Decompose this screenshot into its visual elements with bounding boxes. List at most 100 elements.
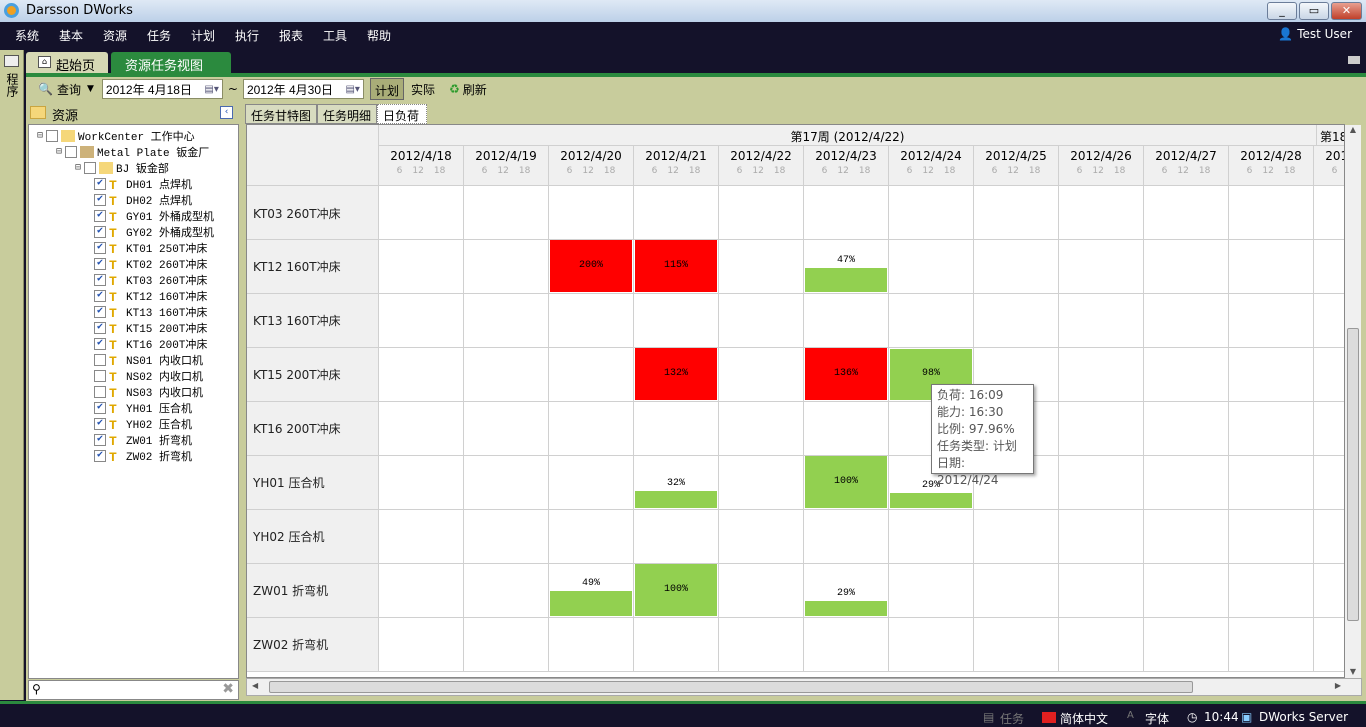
load-cell[interactable]: 29% — [804, 564, 889, 618]
load-cell[interactable] — [1314, 294, 1344, 348]
tree-checkbox[interactable]: ✔ — [94, 434, 106, 446]
tree-node[interactable]: T NS01 内收口机 — [94, 352, 203, 369]
load-cell[interactable] — [1144, 186, 1229, 240]
load-bar[interactable] — [635, 348, 717, 400]
clear-search-icon[interactable]: ✖ — [222, 681, 234, 697]
load-cell[interactable] — [379, 348, 464, 402]
load-cell[interactable] — [464, 402, 549, 456]
load-cell[interactable] — [379, 186, 464, 240]
expander-icon[interactable]: ⊟ — [75, 163, 82, 174]
load-cell[interactable]: 115% — [634, 240, 719, 294]
maximize-button[interactable]: ▭ — [1299, 2, 1329, 20]
menu-system[interactable]: 系统 — [15, 29, 40, 43]
tree-checkbox[interactable] — [94, 354, 106, 366]
load-bar[interactable] — [635, 491, 717, 508]
load-cell[interactable] — [464, 510, 549, 564]
load-cell[interactable]: 32% — [634, 456, 719, 510]
menu-resource[interactable]: 资源 — [103, 29, 128, 43]
load-cell[interactable] — [1059, 240, 1144, 294]
tree-node[interactable]: ✔ T KT01 250T冲床 — [94, 240, 207, 257]
horizontal-scroll-thumb[interactable] — [269, 681, 1193, 693]
tree-node[interactable]: ✔ T YH01 压合机 — [94, 400, 192, 417]
menu-tools[interactable]: 工具 — [323, 29, 348, 43]
load-cell[interactable] — [1314, 456, 1344, 510]
load-cell[interactable] — [549, 186, 634, 240]
actual-toggle[interactable]: 实际 — [410, 82, 435, 97]
expander-icon[interactable]: ⊟ — [37, 131, 44, 142]
load-cell[interactable] — [1314, 618, 1344, 672]
load-cell[interactable]: 47% — [804, 240, 889, 294]
load-cell[interactable] — [464, 294, 549, 348]
load-bar[interactable] — [890, 492, 972, 508]
load-cell[interactable] — [1059, 348, 1144, 402]
load-cell[interactable] — [889, 240, 974, 294]
calendar-icon[interactable]: ▤▾ — [204, 83, 219, 95]
tree-node[interactable]: ✔ T ZW01 折弯机 — [94, 432, 192, 449]
load-cell[interactable]: 132% — [634, 348, 719, 402]
tab-task-detail[interactable]: 任务明细 — [317, 104, 377, 124]
load-cell[interactable] — [549, 348, 634, 402]
tree-checkbox[interactable] — [94, 386, 106, 398]
load-bar[interactable] — [635, 564, 717, 616]
pin-icon[interactable] — [1348, 56, 1360, 64]
tree-checkbox[interactable]: ✔ — [94, 290, 106, 302]
load-cell[interactable] — [974, 456, 1059, 510]
query-dropdown-icon[interactable]: ▼ — [86, 84, 94, 94]
load-cell[interactable] — [1229, 186, 1314, 240]
load-cell[interactable] — [719, 240, 804, 294]
menu-task[interactable]: 任务 — [147, 29, 172, 43]
menu-plan[interactable]: 计划 — [191, 29, 216, 43]
load-cell[interactable] — [719, 402, 804, 456]
load-cell[interactable] — [464, 186, 549, 240]
load-cell[interactable] — [719, 564, 804, 618]
load-cell[interactable] — [1314, 186, 1344, 240]
program-strip[interactable]: 程序 — [0, 50, 24, 700]
load-cell[interactable] — [379, 240, 464, 294]
load-cell[interactable] — [889, 510, 974, 564]
load-cell[interactable] — [804, 402, 889, 456]
tree-node[interactable]: ✔ T KT15 200T冲床 — [94, 320, 207, 337]
load-cell[interactable]: 29% — [889, 456, 974, 510]
load-cell[interactable] — [974, 618, 1059, 672]
load-cell[interactable] — [464, 456, 549, 510]
load-cell[interactable] — [804, 186, 889, 240]
language-selector[interactable]: 简体中文 — [1060, 712, 1109, 726]
tab-start-page[interactable]: ⌂ 起始页 — [26, 52, 108, 74]
user-menu[interactable]: 👤 Test User — [1278, 27, 1352, 41]
load-cell[interactable] — [1229, 294, 1314, 348]
load-cell[interactable] — [549, 510, 634, 564]
load-cell[interactable] — [974, 510, 1059, 564]
load-cell[interactable] — [1144, 510, 1229, 564]
load-cell[interactable] — [974, 294, 1059, 348]
close-button[interactable]: ✕ — [1331, 2, 1362, 20]
tree-node[interactable]: ⊟ Metal Plate 钣金厂 — [56, 144, 209, 160]
refresh-button[interactable]: 刷新 — [462, 82, 487, 97]
load-cell[interactable] — [1059, 564, 1144, 618]
tree-checkbox[interactable] — [46, 130, 59, 142]
tree-checkbox[interactable]: ✔ — [94, 338, 106, 350]
load-cell[interactable] — [719, 186, 804, 240]
load-cell[interactable] — [634, 402, 719, 456]
tasks-status[interactable]: 任务 — [1000, 712, 1025, 726]
load-cell[interactable] — [1229, 456, 1314, 510]
tree-checkbox[interactable]: ✔ — [94, 402, 106, 414]
load-cell[interactable] — [379, 618, 464, 672]
load-cell[interactable] — [464, 348, 549, 402]
load-cell[interactable] — [379, 294, 464, 348]
menu-basic[interactable]: 基本 — [59, 29, 84, 43]
tree-checkbox[interactable] — [65, 146, 78, 158]
load-cell[interactable] — [1229, 564, 1314, 618]
load-bar[interactable] — [635, 240, 717, 292]
tree-checkbox[interactable]: ✔ — [94, 450, 106, 462]
tree-checkbox[interactable]: ✔ — [94, 178, 106, 190]
load-cell[interactable] — [1314, 240, 1344, 294]
load-cell[interactable] — [1059, 510, 1144, 564]
load-cell[interactable] — [1144, 348, 1229, 402]
vertical-scroll-thumb[interactable] — [1347, 328, 1359, 621]
load-cell[interactable] — [634, 294, 719, 348]
load-cell[interactable] — [1059, 456, 1144, 510]
minimize-button[interactable]: _ — [1267, 2, 1297, 20]
load-cell[interactable] — [1144, 456, 1229, 510]
load-cell[interactable] — [1314, 402, 1344, 456]
tree-checkbox[interactable]: ✔ — [94, 258, 106, 270]
